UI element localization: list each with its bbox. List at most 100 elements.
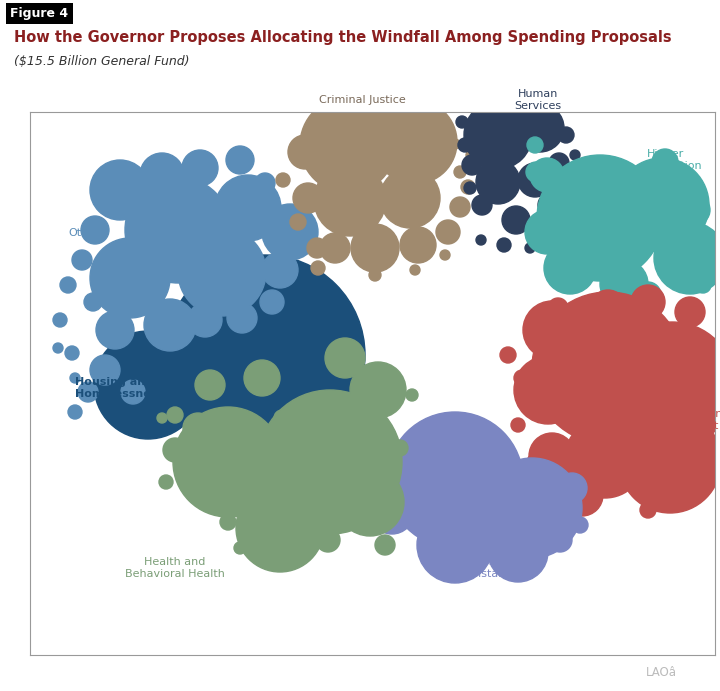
Text: Resources and
Environment: Resources and Environment [648, 409, 720, 431]
Circle shape [549, 153, 569, 173]
Circle shape [654, 222, 720, 294]
Circle shape [544, 220, 560, 236]
Circle shape [78, 382, 98, 402]
Circle shape [72, 250, 92, 270]
Circle shape [514, 356, 582, 424]
Circle shape [695, 277, 711, 293]
Circle shape [497, 238, 511, 252]
Circle shape [458, 138, 472, 152]
Text: Health and
Behavioral Health: Health and Behavioral Health [125, 557, 225, 579]
Circle shape [367, 442, 403, 478]
Circle shape [255, 173, 275, 193]
Circle shape [183, 413, 213, 443]
Circle shape [476, 160, 520, 204]
Circle shape [375, 535, 395, 555]
Circle shape [464, 182, 476, 194]
Circle shape [703, 233, 717, 247]
Circle shape [462, 155, 482, 175]
Circle shape [178, 228, 266, 316]
Circle shape [548, 528, 572, 552]
Circle shape [258, 390, 402, 534]
Circle shape [84, 293, 102, 311]
Circle shape [406, 389, 418, 401]
Circle shape [685, 425, 715, 455]
Circle shape [325, 338, 365, 378]
Circle shape [236, 484, 324, 572]
Circle shape [234, 542, 246, 554]
Circle shape [260, 290, 284, 314]
Circle shape [311, 261, 325, 275]
Circle shape [526, 162, 546, 182]
Circle shape [488, 522, 548, 582]
Circle shape [159, 475, 173, 489]
Circle shape [560, 181, 574, 195]
Circle shape [53, 313, 67, 327]
Circle shape [140, 153, 184, 197]
Circle shape [700, 383, 720, 407]
Circle shape [53, 343, 63, 353]
Circle shape [81, 216, 109, 244]
Circle shape [516, 104, 564, 152]
Circle shape [527, 137, 543, 153]
Circle shape [714, 454, 720, 466]
Circle shape [157, 413, 167, 423]
Circle shape [165, 255, 365, 455]
Circle shape [350, 362, 406, 418]
Circle shape [544, 242, 596, 294]
Circle shape [195, 370, 225, 400]
Circle shape [635, 282, 661, 308]
Circle shape [276, 173, 290, 187]
Circle shape [125, 177, 231, 283]
Circle shape [704, 410, 720, 430]
Text: Figure 4: Figure 4 [10, 7, 68, 20]
Circle shape [417, 507, 493, 583]
Circle shape [600, 260, 648, 308]
Circle shape [316, 528, 340, 552]
Circle shape [433, 151, 447, 165]
Circle shape [557, 473, 587, 503]
Circle shape [652, 149, 678, 175]
Circle shape [558, 127, 574, 143]
Circle shape [387, 412, 523, 548]
Text: ($15.5 Billion General Fund): ($15.5 Billion General Fund) [14, 55, 190, 68]
Circle shape [609, 322, 720, 448]
Circle shape [450, 139, 460, 149]
Circle shape [90, 238, 170, 318]
Circle shape [464, 101, 532, 169]
Text: Higher
Education: Higher Education [647, 149, 703, 171]
Circle shape [482, 458, 582, 558]
Circle shape [410, 265, 420, 275]
Circle shape [530, 158, 564, 192]
Circle shape [290, 214, 306, 230]
Circle shape [288, 135, 322, 169]
Circle shape [525, 210, 569, 254]
Circle shape [380, 168, 440, 228]
Circle shape [572, 517, 588, 533]
Circle shape [631, 285, 665, 319]
Circle shape [476, 235, 486, 245]
Circle shape [121, 380, 145, 404]
Circle shape [351, 224, 399, 272]
Circle shape [538, 193, 562, 217]
Circle shape [90, 355, 120, 385]
Circle shape [68, 405, 82, 419]
Circle shape [537, 155, 663, 281]
Text: Criminal Justice: Criminal Justice [319, 95, 405, 105]
Circle shape [474, 166, 482, 174]
Circle shape [122, 290, 142, 310]
Circle shape [440, 250, 450, 260]
Circle shape [215, 175, 281, 241]
Circle shape [550, 102, 560, 112]
Circle shape [336, 468, 404, 536]
Circle shape [523, 301, 581, 359]
Circle shape [590, 290, 626, 326]
Text: Other: Other [68, 228, 100, 238]
Circle shape [500, 347, 516, 363]
Text: LAOâ: LAOâ [646, 666, 677, 679]
Circle shape [456, 116, 468, 128]
Circle shape [518, 163, 552, 197]
Circle shape [532, 292, 684, 444]
Circle shape [60, 277, 76, 293]
Circle shape [369, 269, 381, 281]
Circle shape [527, 454, 543, 470]
